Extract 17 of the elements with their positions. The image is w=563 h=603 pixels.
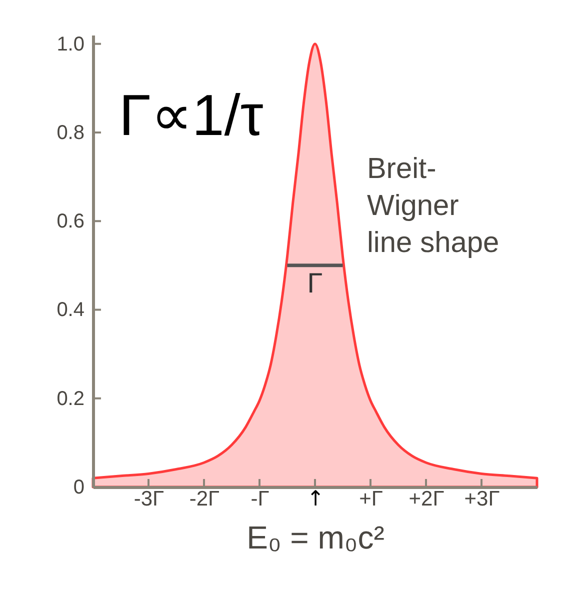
annotation: Breit-Wigner line shape: [366, 153, 500, 260]
y-tick-label: 0.2: [56, 388, 84, 410]
x-tick-label: +3Γ: [464, 488, 500, 510]
y-tick-label: 0: [73, 476, 84, 498]
x-tick-label: -Γ: [250, 488, 270, 510]
y-tick-label: 0.8: [56, 122, 84, 144]
series-label: Γ: [307, 267, 323, 298]
x-tick-label: -2Γ: [189, 488, 220, 510]
x-tick-label: +Γ: [359, 488, 383, 510]
y-tick-label: 0.6: [56, 210, 84, 233]
x-tick-label: +2Γ: [408, 488, 444, 510]
x-axis-title: E₀ = m₀c²: [246, 520, 385, 556]
annotation: Γ∝1/τ: [119, 83, 264, 148]
x-tick-label: ↑: [306, 486, 324, 510]
y-tick-label: 1.0: [56, 33, 84, 56]
x-tick-label: -3Γ: [134, 488, 164, 510]
y-tick-label: 0.4: [56, 299, 84, 322]
